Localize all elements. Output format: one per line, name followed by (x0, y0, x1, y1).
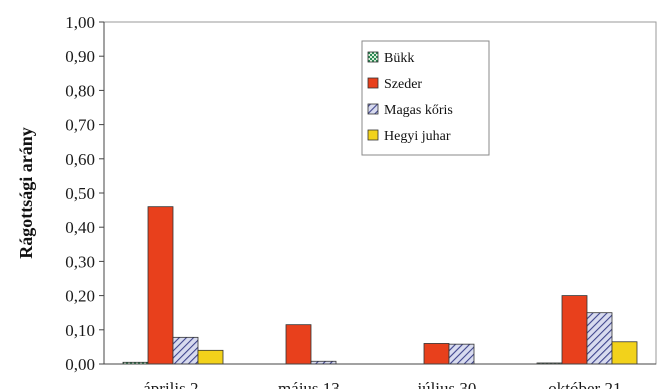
legend-entry-label: Magas kőris (384, 103, 453, 118)
bar-2-2 (285, 324, 312, 365)
y-tick-label: 0,30 (65, 252, 95, 271)
y-tick-label: 0,50 (65, 184, 95, 203)
y-tick-label: 0,60 (65, 150, 95, 169)
y-tick-label: 0,40 (65, 218, 95, 237)
x-category-label: július 30. (416, 379, 480, 389)
bar-3-1 (172, 336, 199, 365)
y-tick-label: 0,90 (65, 47, 95, 66)
legend-swatch (367, 129, 379, 141)
y-axis-ticks: 0,00 0,10 0,20 0,30 0,40 0,50 0,60 0,70 0,80 0,90… (65, 13, 104, 374)
legend-entry-label: Hegyi juhar (384, 129, 451, 144)
bar-2-4 (561, 295, 588, 365)
x-axis-categories: április 2. május 13. július 30. október 21. (143, 379, 625, 389)
bar-3-3 (448, 343, 475, 365)
y-tick-label: 0,10 (65, 321, 95, 340)
legend-entry-label: Bükk (384, 51, 414, 66)
legend-entry-label: Szeder (384, 77, 422, 92)
y-tick-label: 0,80 (65, 81, 95, 100)
bar-4-1 (197, 349, 224, 365)
legend: Bükk Szeder Magas kőris Hegyi juhar (361, 40, 490, 156)
bar-4-4 (611, 341, 638, 365)
bar-2-3 (423, 343, 450, 365)
x-category-label: október 21. (548, 379, 625, 389)
x-category-label: április 2. (143, 379, 203, 389)
legend-swatch (367, 77, 379, 89)
bar-3-4 (586, 312, 613, 365)
y-tick-label: 0,00 (65, 355, 95, 374)
bar-2-1 (147, 206, 174, 365)
y-tick-label: 0,70 (65, 116, 95, 135)
legend-swatch (367, 103, 379, 115)
x-category-label: május 13. (278, 379, 344, 389)
legend-box (361, 40, 490, 156)
y-tick-label: 0,20 (65, 287, 95, 306)
legend-swatch (367, 51, 379, 63)
y-axis-label: Rágottsági arány (16, 127, 36, 259)
y-tick-label: 1,00 (65, 13, 95, 32)
bars-group (122, 206, 638, 365)
